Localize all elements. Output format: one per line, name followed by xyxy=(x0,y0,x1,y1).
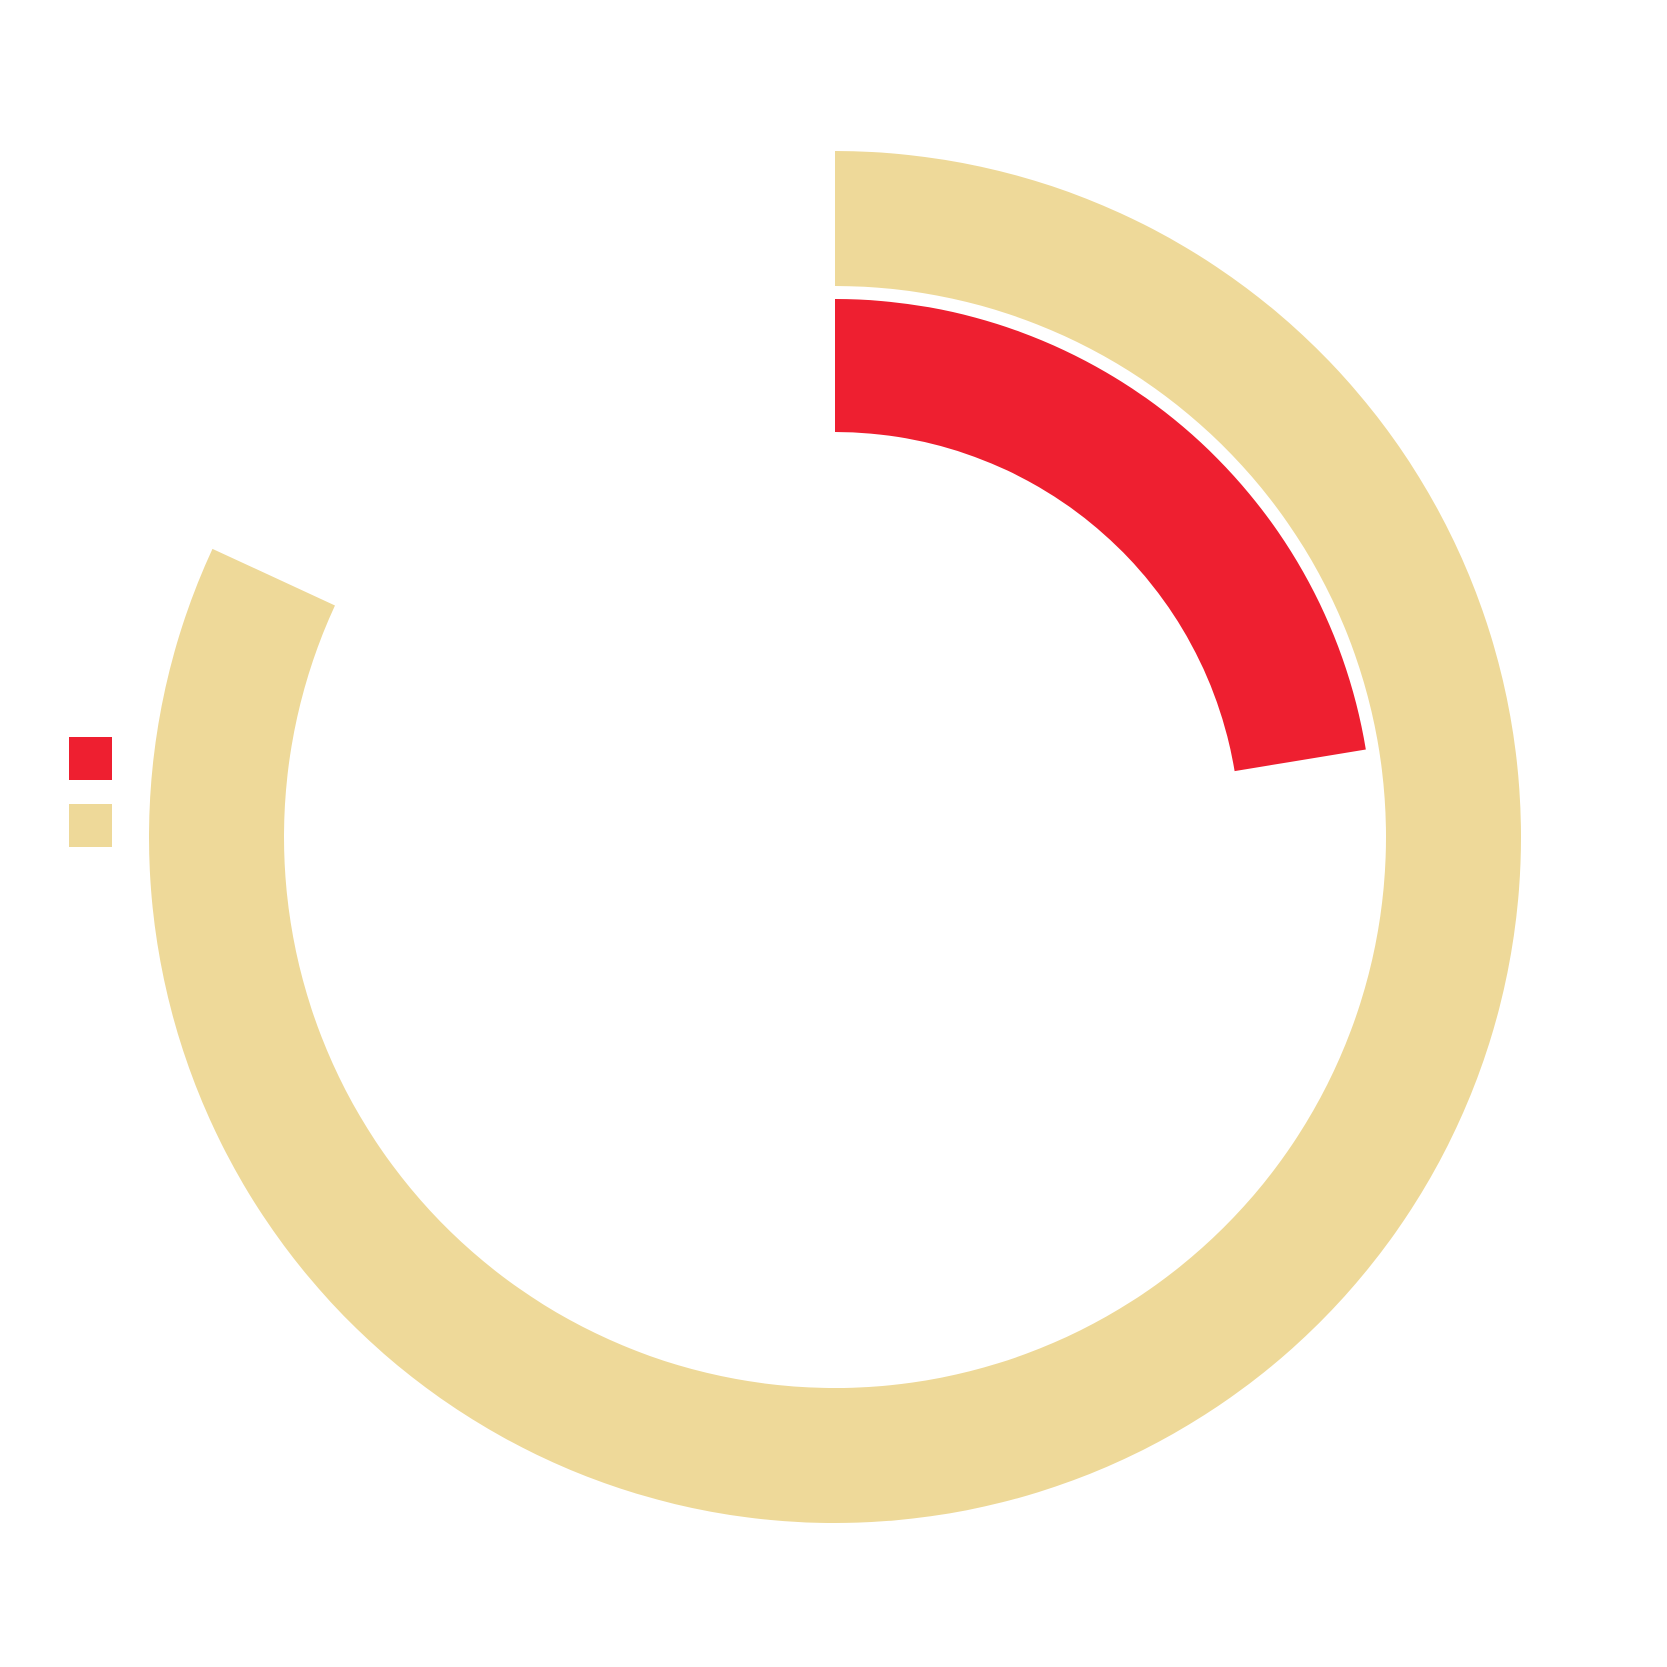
bars-group xyxy=(148,151,1521,1524)
radial-bar-1 xyxy=(835,299,1366,772)
legend xyxy=(69,737,112,847)
radial-bar-2 xyxy=(148,151,1521,1524)
legend-swatch-2 xyxy=(69,804,112,847)
legend-swatch-1 xyxy=(69,737,112,780)
